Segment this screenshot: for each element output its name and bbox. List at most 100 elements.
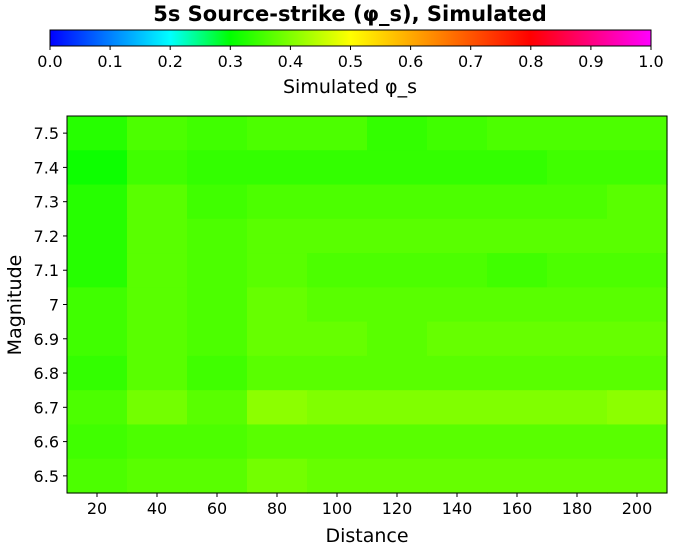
heatmap-cell (67, 287, 128, 323)
heatmap-cell (547, 253, 608, 288)
colorbar-tick-label: 0.5 (338, 52, 363, 71)
heatmap-cell (607, 390, 668, 426)
heatmap-cell (67, 390, 128, 426)
heatmap-cell (67, 458, 128, 494)
y-tick-label: 6.9 (34, 330, 59, 349)
heatmap-cell (187, 253, 248, 288)
heatmap-cell (367, 287, 428, 323)
heatmap-cell (547, 116, 608, 151)
heatmap-cell (547, 458, 608, 494)
heatmap-cell (367, 253, 428, 288)
heatmap-cell (607, 287, 668, 323)
heatmap-cell (247, 150, 308, 186)
heatmap-cell (307, 150, 368, 186)
heatmap-cell (487, 424, 548, 460)
heatmap-cell (187, 424, 248, 460)
heatmap-cell (367, 116, 428, 151)
heatmap-cell (187, 390, 248, 426)
heatmap-cell (547, 218, 608, 254)
heatmap-cell (487, 390, 548, 426)
x-tick-label: 160 (502, 499, 533, 518)
heatmap-cell (127, 116, 188, 151)
heatmap-cell (307, 253, 368, 288)
y-axis-ticks: 7.5 7.4 7.3 7.2 7.1 7 6.9 6.8 6.7 6.6 6.5 (34, 124, 67, 486)
heatmap-cell (427, 424, 488, 460)
colorbar-tick-label: 0.2 (157, 52, 182, 71)
heatmap-cell (487, 116, 548, 151)
y-tick-label: 6.5 (34, 467, 59, 486)
heatmap-cells (67, 116, 668, 494)
heatmap-cell (487, 184, 548, 220)
y-tick-label: 6.7 (34, 398, 59, 417)
heatmap-cell (547, 321, 608, 357)
heatmap-cell (67, 355, 128, 391)
heatmap-cell (427, 116, 488, 151)
heatmap-cell (67, 321, 128, 357)
y-tick-label: 7.4 (34, 158, 59, 177)
x-tick-label: 100 (322, 499, 353, 518)
y-tick-label: 7 (49, 296, 59, 315)
x-tick-label: 20 (87, 499, 107, 518)
heatmap-cell (487, 150, 548, 186)
heatmap-cell (127, 321, 188, 357)
colorbar-tick-label: 0.6 (398, 52, 423, 71)
colorbar-tick-label: 1.0 (638, 52, 663, 71)
heatmap-cell (307, 321, 368, 357)
colorbar-tick-label: 0.9 (578, 52, 603, 71)
y-tick-label: 7.5 (34, 124, 59, 143)
heatmap-cell (607, 458, 668, 494)
heatmap-cell (67, 253, 128, 288)
heatmap-cell (367, 355, 428, 391)
y-axis-title: Magnitude (4, 255, 26, 356)
heatmap-cell (607, 116, 668, 151)
heatmap-cell (547, 424, 608, 460)
colorbar-label: Simulated φ_s (283, 76, 417, 98)
x-tick-label: 80 (267, 499, 287, 518)
heatmap-cell (547, 287, 608, 323)
heatmap-cell (487, 253, 548, 288)
heatmap-cell (307, 184, 368, 220)
heatmap-cell (427, 218, 488, 254)
heatmap-cell (487, 355, 548, 391)
x-axis-ticks: 20 40 60 80 100 120 140 160 180 200 (87, 493, 652, 518)
colorbar-tick-label: 0.3 (218, 52, 243, 71)
heatmap-cell (607, 321, 668, 357)
colorbar-tick-label: 0.4 (278, 52, 303, 71)
heatmap-cell (487, 458, 548, 494)
heatmap-cell (247, 116, 308, 151)
heatmap-cell (427, 184, 488, 220)
heatmap-cell (607, 253, 668, 288)
heatmap-cell (187, 458, 248, 494)
heatmap-cell (127, 184, 188, 220)
y-tick-label: 7.1 (34, 261, 59, 280)
heatmap-cell (307, 218, 368, 254)
heatmap-cell (367, 424, 428, 460)
colorbar (49, 29, 652, 47)
heatmap-cell (187, 321, 248, 357)
heatmap-cell (307, 116, 368, 151)
chart-title: 5s Source-strike (φ_s), Simulated (153, 2, 546, 26)
y-tick-label: 6.8 (34, 364, 59, 383)
heatmap-cell (487, 287, 548, 323)
heatmap-cell (307, 287, 368, 323)
heatmap-cell (607, 355, 668, 391)
heatmap-cell (127, 390, 188, 426)
heatmap-cell (427, 355, 488, 391)
heatmap-cell (307, 458, 368, 494)
heatmap-cell (247, 424, 308, 460)
heatmap-cell (307, 390, 368, 426)
heatmap-cell (367, 150, 428, 186)
heatmap-cell (427, 287, 488, 323)
heatmap-cell (607, 424, 668, 460)
heatmap-cell (67, 424, 128, 460)
heatmap-cell (247, 218, 308, 254)
y-tick-label: 7.3 (34, 193, 59, 212)
heatmap-cell (67, 218, 128, 254)
colorbar-tick-label: 0.7 (458, 52, 483, 71)
heatmap-cell (547, 150, 608, 186)
colorbar-tick-label: 0.8 (518, 52, 543, 71)
heatmap-cell (247, 253, 308, 288)
heatmap-cell (427, 150, 488, 186)
heatmap-cell (367, 390, 428, 426)
